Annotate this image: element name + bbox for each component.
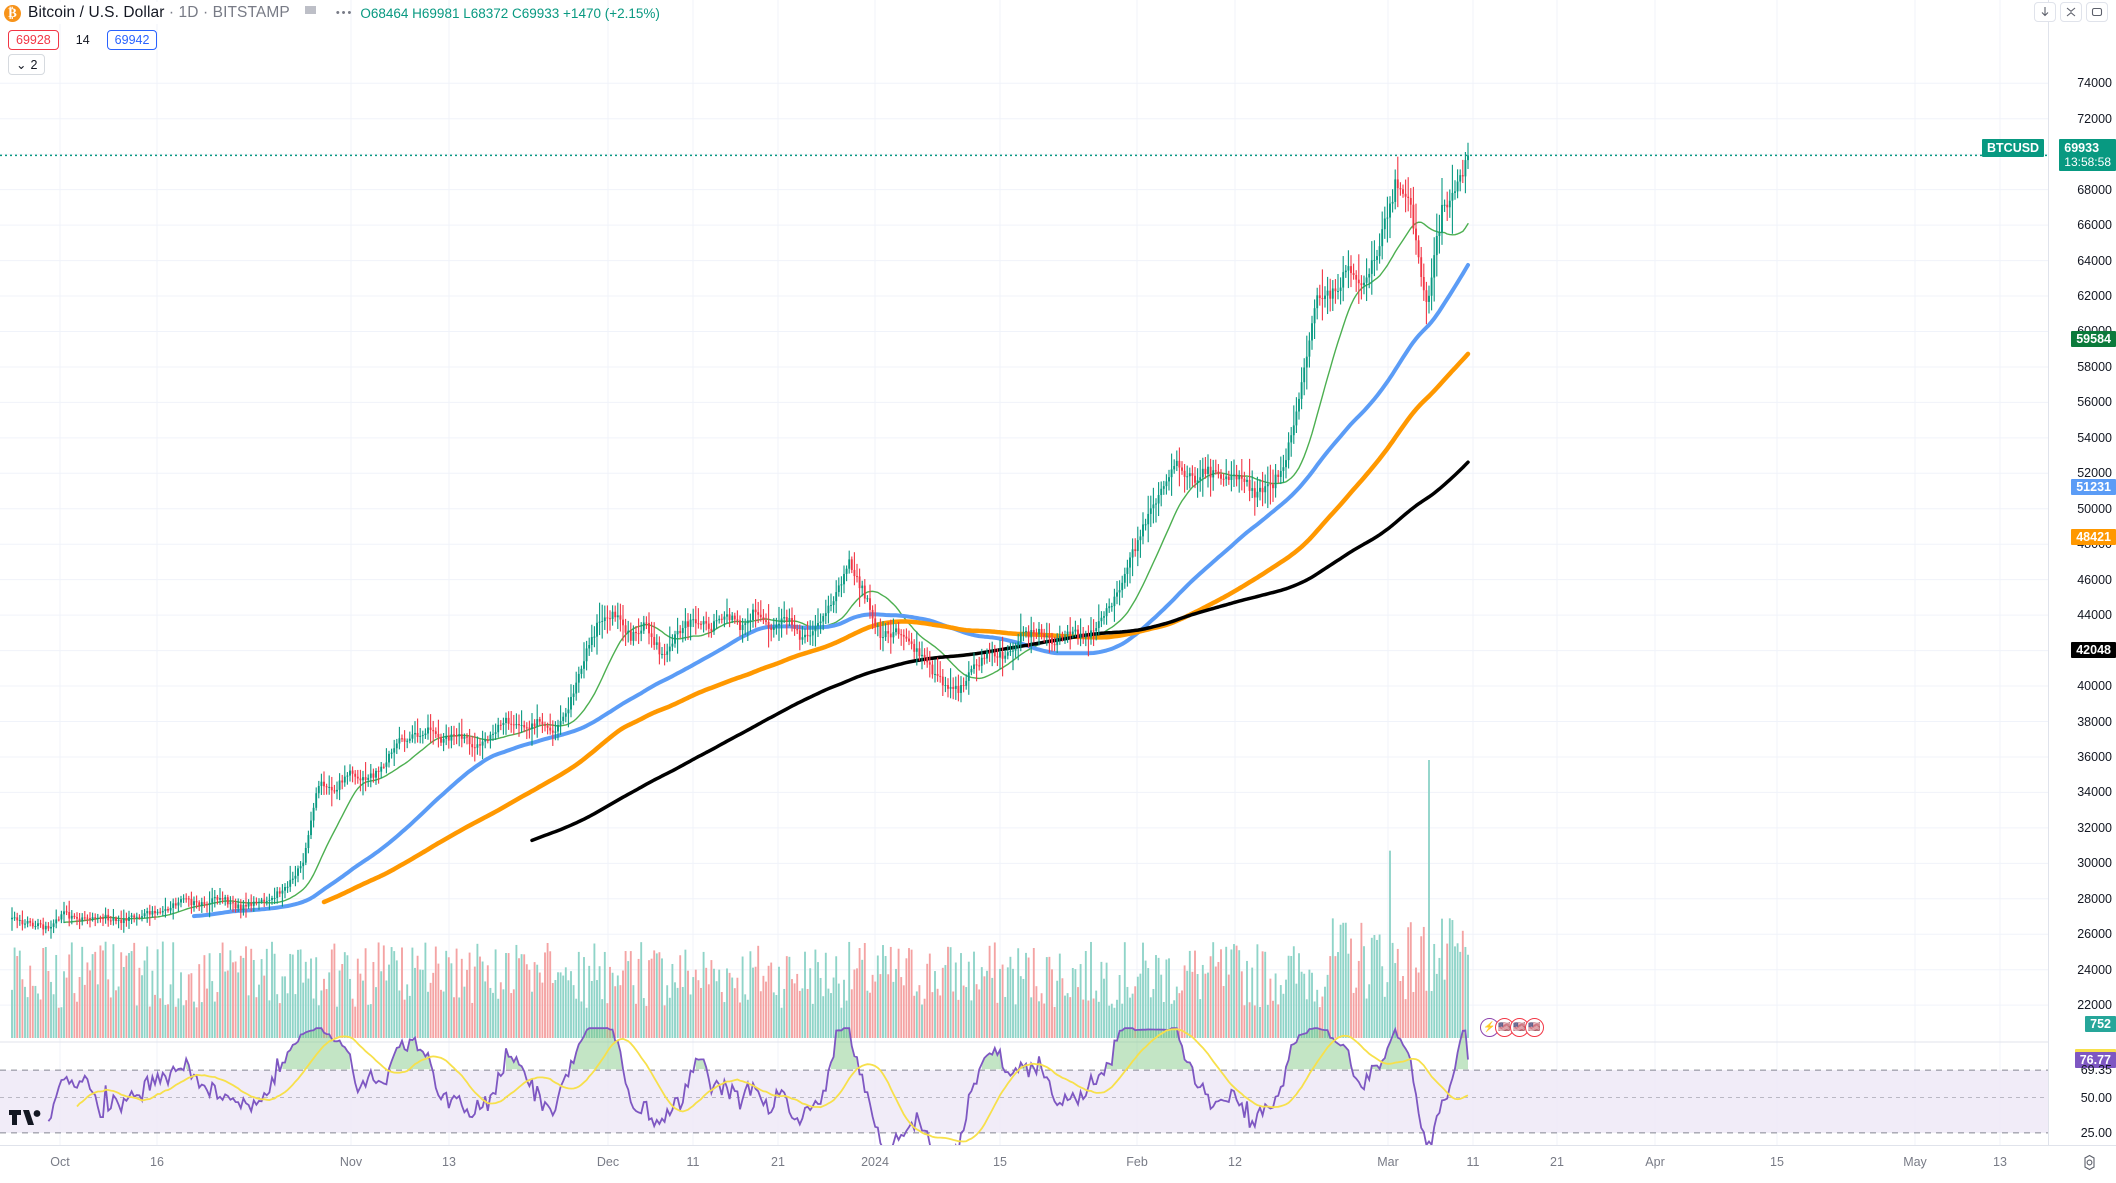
ohlc-values: O68464 H69981 L68372 C69933 +1470 (+2.15… — [360, 5, 660, 21]
price-axis-tick: 46000 — [2077, 572, 2112, 587]
time-axis-tick: Oct — [50, 1155, 70, 1169]
time-axis-tick: May — [1903, 1155, 1927, 1169]
collapsed-indicators-toggle[interactable]: ⌄ 2 — [8, 54, 46, 75]
rsi-level-label: 25.00 — [2080, 1125, 2112, 1140]
price-tag-rsi[interactable]: 76.77 — [2074, 1051, 2116, 1068]
bitcoin-icon: ₿ — [4, 4, 21, 22]
symbol-price-tag: BTCUSD — [1982, 139, 2045, 158]
price-axis-tick: 44000 — [2077, 608, 2112, 623]
time-axis-tick: 16 — [150, 1155, 164, 1169]
chart-header: ₿ Bitcoin / U.S. Dollar · 1D · BITSTAMP … — [0, 0, 660, 26]
volume-series — [11, 760, 1469, 1038]
rsi-pane — [0, 1026, 2048, 1145]
time-axis-tick: Nov — [339, 1155, 363, 1169]
time-axis-tick: Feb — [1126, 1155, 1148, 1169]
event-badge[interactable]: ⚡ — [1480, 1018, 1499, 1037]
symbol-meta: · 1D · BITSTAMP — [164, 4, 290, 21]
price-axis-tick: 40000 — [2077, 679, 2112, 694]
time-axis-tick: 2024 — [861, 1155, 889, 1169]
rsi-level-label: 69.35 — [2080, 1063, 2112, 1078]
price-axis-tick: 68000 — [2077, 182, 2112, 197]
fullscreen-icon[interactable] — [2086, 2, 2108, 22]
symbol-title: Bitcoin / U.S. Dollar · 1D · BITSTAMP — [28, 4, 290, 22]
price-axis-tick: 32000 — [2077, 820, 2112, 835]
time-axis-tick: Apr — [1645, 1155, 1665, 1169]
rsi-level-label: 50.00 — [2080, 1090, 2112, 1105]
price-tag-volume[interactable]: 752 — [2085, 1016, 2116, 1032]
more-options-icon[interactable]: ••• — [335, 7, 354, 19]
price-tag-last-price[interactable]: 69933 13:58:58 — [2059, 139, 2116, 172]
lower-band-value[interactable]: 69928 — [8, 30, 59, 50]
price-axis-tick: 24000 — [2077, 962, 2112, 977]
price-axis-tick: 58000 — [2077, 359, 2112, 374]
grid-layer — [0, 0, 2048, 1145]
price-tag-ma-green[interactable]: 59584 — [2071, 330, 2116, 347]
collapse-pane-icon[interactable] — [2060, 2, 2082, 22]
time-axis-tick: 21 — [1550, 1155, 1564, 1169]
price-tag-ma-black[interactable]: 42048 — [2071, 641, 2116, 658]
event-badge[interactable]: 🇺🇸 — [1525, 1018, 1544, 1037]
time-axis-tick: 21 — [771, 1155, 785, 1169]
event-badge[interactable]: 🇺🇸 — [1495, 1018, 1514, 1037]
price-axis-tick: 66000 — [2077, 218, 2112, 233]
price-axis-tick: 52000 — [2077, 466, 2112, 481]
price-axis-tick: 56000 — [2077, 395, 2112, 410]
collapsed-count: 2 — [30, 57, 38, 72]
symbol-button[interactable]: ₿ Bitcoin / U.S. Dollar · 1D · BITSTAMP — [0, 2, 327, 24]
chart-plot-area[interactable] — [0, 0, 2048, 1145]
price-axis-tick: 54000 — [2077, 430, 2112, 445]
time-axis-tick: 11 — [686, 1155, 700, 1169]
price-axis-tick: 36000 — [2077, 749, 2112, 764]
time-axis-tick: 11 — [1466, 1155, 1480, 1169]
price-axis-tick: 30000 — [2077, 856, 2112, 871]
flag-icon — [304, 5, 316, 14]
economic-event-badges[interactable]: ⚡ 🇺🇸 🇺🇸 🇺🇸 — [1480, 1018, 1544, 1037]
price-axis-tick: 64000 — [2077, 253, 2112, 268]
time-axis-tick: 12 — [1228, 1155, 1242, 1169]
price-tag-ma-orange[interactable]: 48421 — [2071, 528, 2116, 545]
indicator-legend-row: 69928 14 69942 — [8, 30, 158, 50]
price-axis-tick: 62000 — [2077, 289, 2112, 304]
price-axis-tick: 28000 — [2077, 891, 2112, 906]
time-axis-tick: 15 — [1770, 1155, 1784, 1169]
collapsed-indicators-row: ⌄ 2 — [8, 54, 46, 75]
time-axis-tick: 13 — [442, 1155, 456, 1169]
price-axis-tick: 72000 — [2077, 111, 2112, 126]
time-axis-tick: Dec — [596, 1155, 620, 1169]
price-axis-tick: 74000 — [2077, 76, 2112, 91]
price-axis-tick: 38000 — [2077, 714, 2112, 729]
download-icon[interactable] — [2034, 2, 2056, 22]
upper-band-value[interactable]: 69942 — [106, 30, 158, 50]
tradingview-logo — [9, 1110, 41, 1125]
price-axis-tick: 26000 — [2077, 927, 2112, 942]
time-axis[interactable]: Oct 16 Nov 13 Dec 11 21 2024 15 Feb 12 Mar 11 21 Apr 15… — [0, 1145, 2116, 1183]
price-axis-tick: 22000 — [2077, 998, 2112, 1013]
time-axis-tick: 13 — [1993, 1155, 2007, 1169]
settings-gear-icon[interactable] — [2081, 1154, 2098, 1171]
last-price-line — [0, 154, 2048, 157]
chevron-down-icon: ⌄ — [16, 58, 27, 72]
symbol-name: Bitcoin / U.S. Dollar — [28, 4, 165, 21]
time-axis-tick: Mar — [1377, 1155, 1399, 1169]
price-axis-tick: 50000 — [2077, 501, 2112, 516]
price-tag-ma-blue[interactable]: 51231 — [2071, 478, 2116, 495]
time-axis-tick: 15 — [993, 1155, 1007, 1169]
price-axis-tick: 34000 — [2077, 785, 2112, 800]
candlestick-series — [11, 142, 1469, 939]
price-axis[interactable]: 7400072000700006800066000640006200060000… — [2048, 0, 2116, 1145]
length-value[interactable]: 14 — [68, 31, 97, 49]
header-tools — [2034, 2, 2108, 22]
